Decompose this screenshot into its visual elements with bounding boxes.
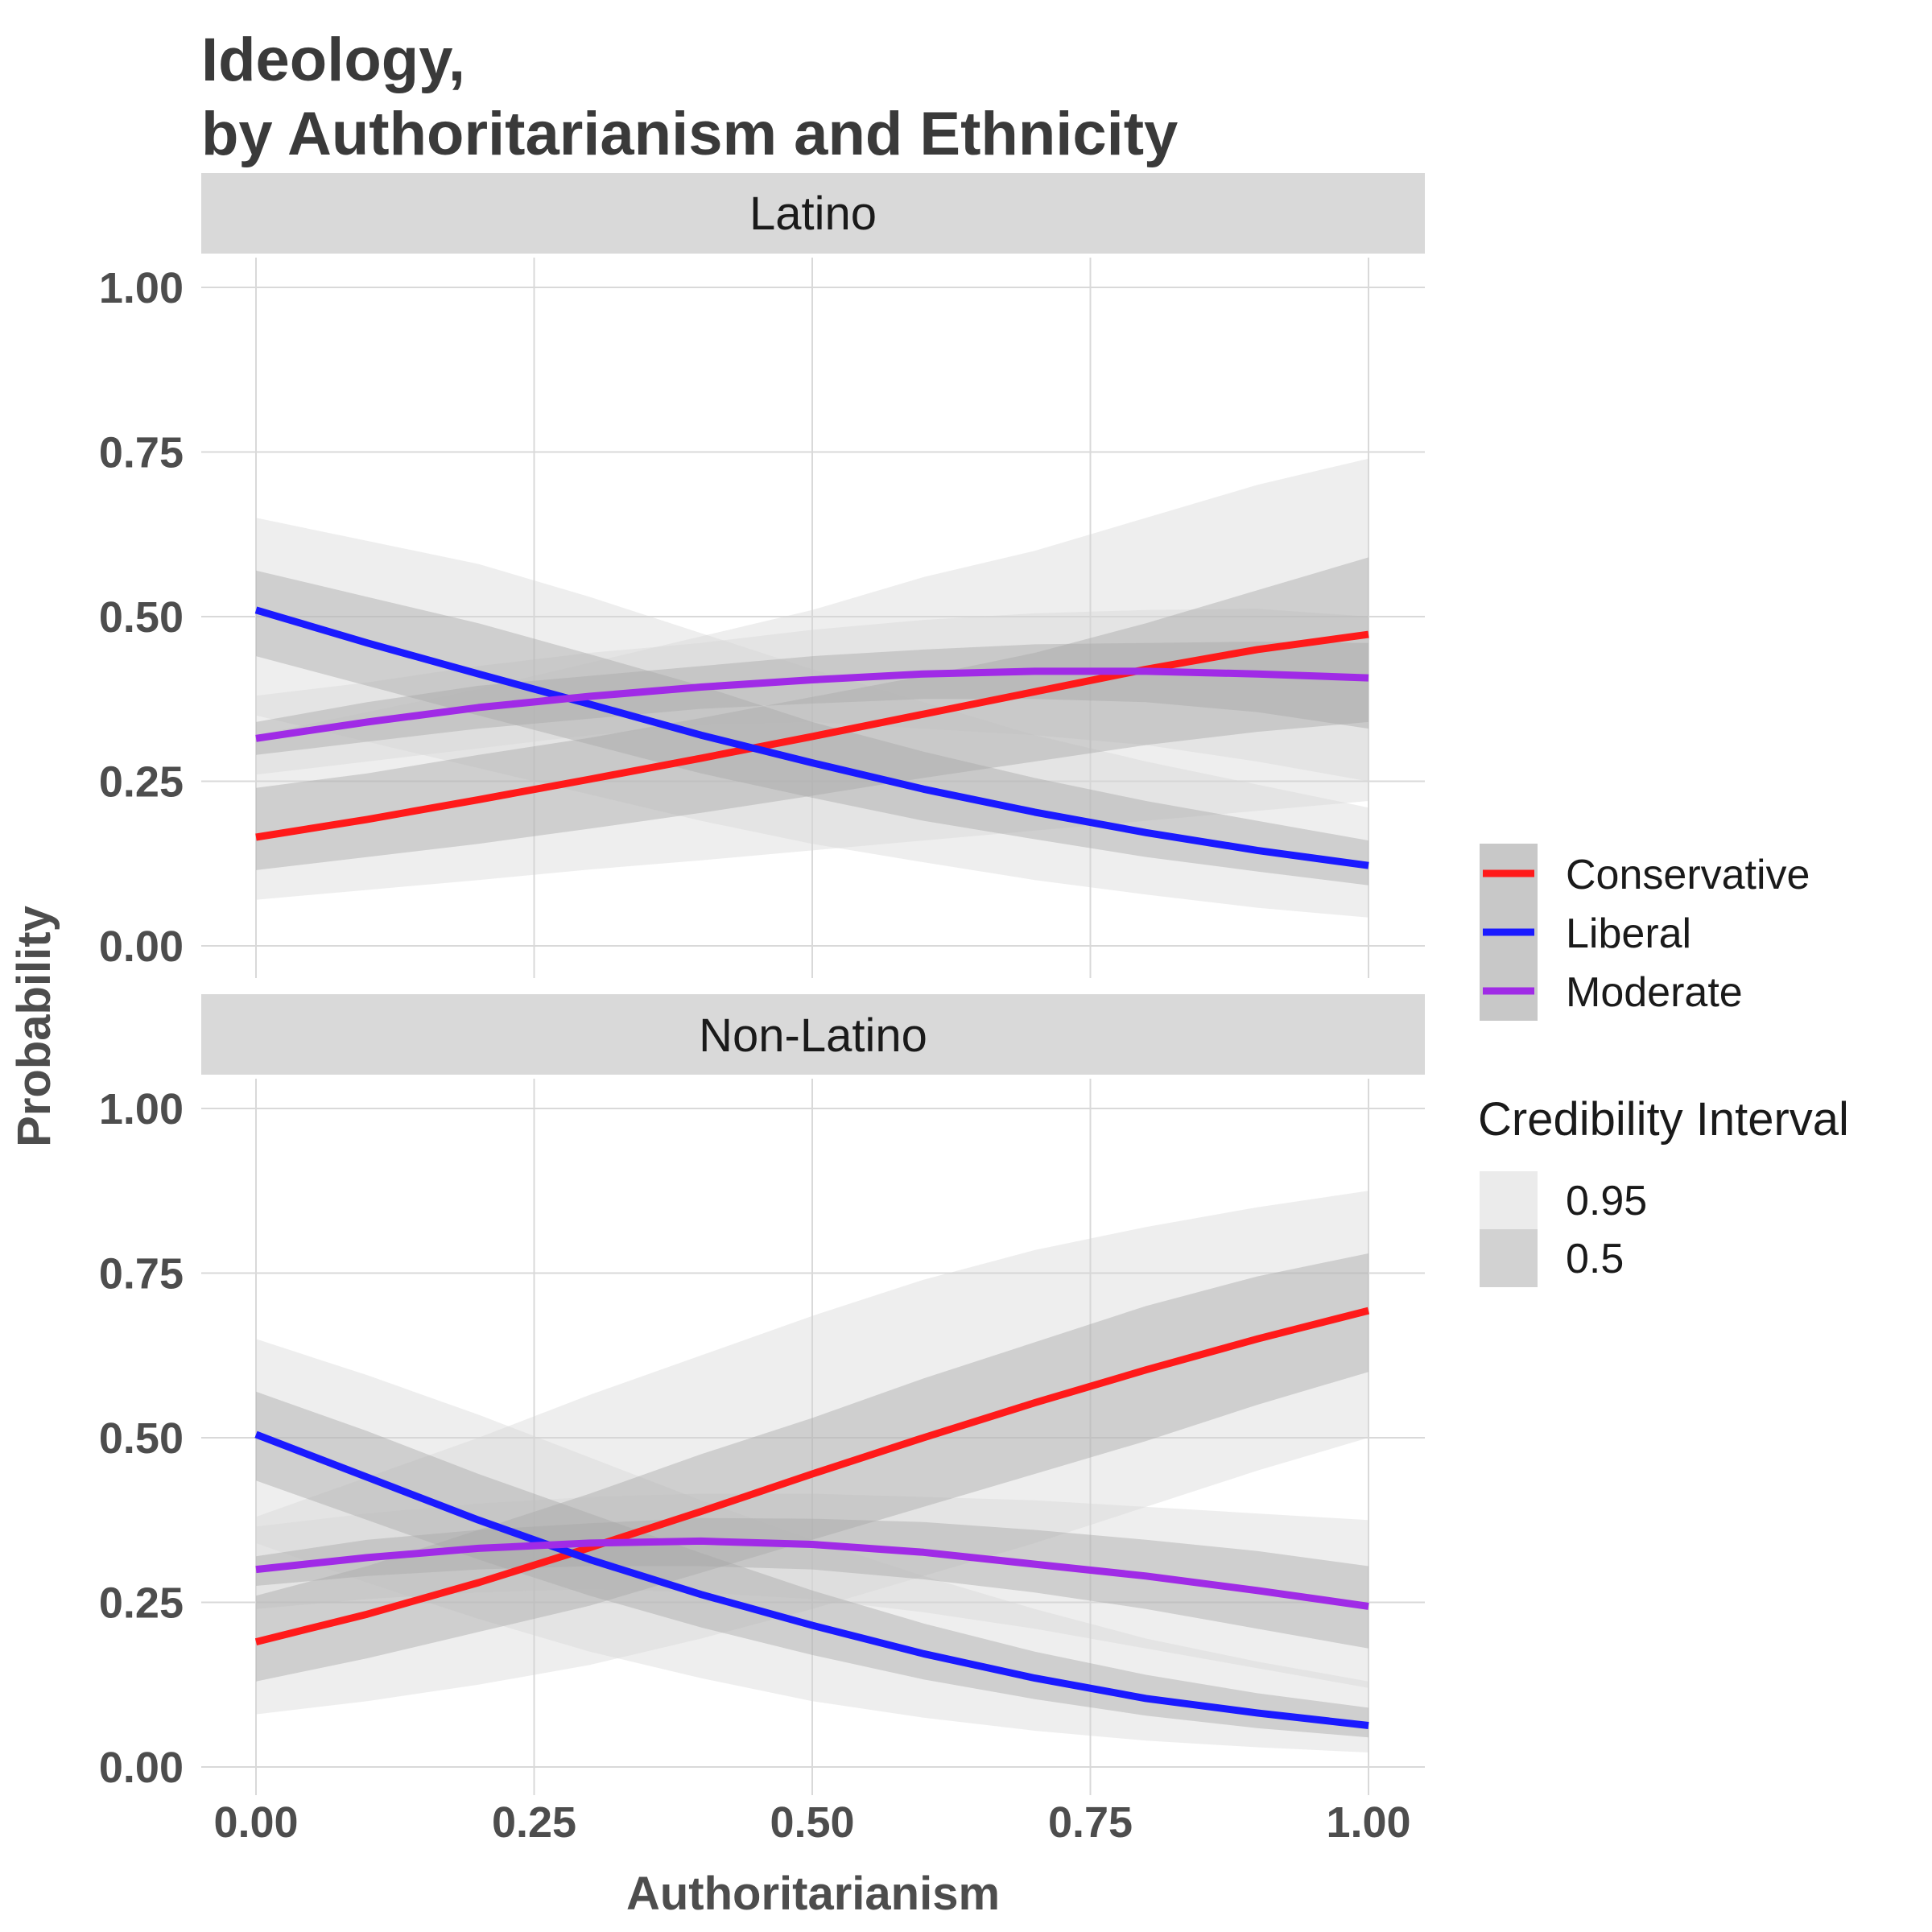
legend-label-ci50: 0.5 xyxy=(1566,1236,1624,1282)
x-tick-label: 0.25 xyxy=(492,1798,576,1847)
legend-key-ci95 xyxy=(1480,1171,1538,1229)
ci50-band-liberal xyxy=(256,570,1368,886)
y-tick-label: 0.50 xyxy=(99,1414,184,1463)
ci95-band-moderate xyxy=(256,609,1368,782)
panel-non-latino: Non-Latino 0.00 0.25 0.50 0.75 1.00 xyxy=(99,994,1425,1795)
series-line-conservative xyxy=(254,1307,1370,1645)
y-tick-label: 0.75 xyxy=(99,1250,184,1298)
chart-title-line-1: Ideology, xyxy=(201,26,465,94)
panel-latino: Latino 0.00 0.25 0.50 0.75 1.00 xyxy=(99,173,1425,978)
legend-title-credibility-interval: Credibility Interval xyxy=(1478,1093,1849,1146)
legend-label-liberal: Liberal xyxy=(1566,910,1691,957)
legend-label-conservative: Conservative xyxy=(1566,852,1810,898)
ci50-bands xyxy=(256,1253,1368,1738)
chart-title-line-2: by Authoritarianism and Ethnicity xyxy=(201,100,1178,168)
y-tick-label: 0.00 xyxy=(99,923,184,971)
ci50-band-liberal xyxy=(256,1391,1368,1738)
strip-background xyxy=(201,173,1425,254)
legend-series: Conservative Liberal Moderate xyxy=(1480,844,1810,1021)
y-tick-label: 0.25 xyxy=(99,1579,184,1628)
y-tick-label: 0.75 xyxy=(99,429,184,477)
x-tick-label: 0.75 xyxy=(1048,1798,1133,1847)
x-tick-label: 0.00 xyxy=(213,1798,298,1847)
legend-label-moderate: Moderate xyxy=(1566,969,1743,1016)
legend-credibility-interval: Credibility Interval 0.95 0.5 xyxy=(1478,1093,1849,1287)
x-tick-label: 0.50 xyxy=(770,1798,854,1847)
strip-background xyxy=(201,994,1425,1075)
series-line-moderate xyxy=(255,667,1369,742)
ci95-band-liberal xyxy=(256,518,1368,918)
y-tick-label: 1.00 xyxy=(99,1085,184,1133)
x-axis-title: Authoritarianism xyxy=(626,1868,1000,1920)
y-tick-label: 1.00 xyxy=(99,264,184,312)
series-line-liberal xyxy=(254,1430,1369,1729)
legend-key-ci50 xyxy=(1480,1229,1538,1287)
gridlines xyxy=(201,258,1425,978)
series-line-moderate xyxy=(255,1537,1369,1610)
ci95-band-conservative xyxy=(256,1191,1368,1715)
y-tick-label: 0.25 xyxy=(99,758,184,807)
y-tick-label: 0.50 xyxy=(99,593,184,642)
ci50-band-conservative xyxy=(256,1253,1368,1682)
x-tick-label: 1.00 xyxy=(1326,1798,1410,1847)
ci50-band-moderate xyxy=(256,1517,1368,1649)
series-line-conservative xyxy=(255,630,1369,841)
series-lines xyxy=(254,1307,1370,1729)
series-line-liberal xyxy=(254,606,1369,869)
y-tick-labels: 0.00 0.25 0.50 0.75 1.00 xyxy=(99,1085,184,1792)
gridlines xyxy=(201,1079,1425,1795)
strip-label: Latino xyxy=(749,188,877,240)
x-tick-labels: 0.00 0.25 0.50 0.75 1.00 xyxy=(213,1798,1410,1847)
legend-label-ci95: 0.95 xyxy=(1566,1178,1647,1224)
strip-label: Non-Latino xyxy=(699,1009,927,1062)
y-axis-title: Probability xyxy=(8,906,60,1147)
series-lines xyxy=(254,606,1369,869)
y-tick-labels: 0.00 0.25 0.50 0.75 1.00 xyxy=(99,264,184,971)
y-tick-label: 0.00 xyxy=(99,1744,184,1792)
